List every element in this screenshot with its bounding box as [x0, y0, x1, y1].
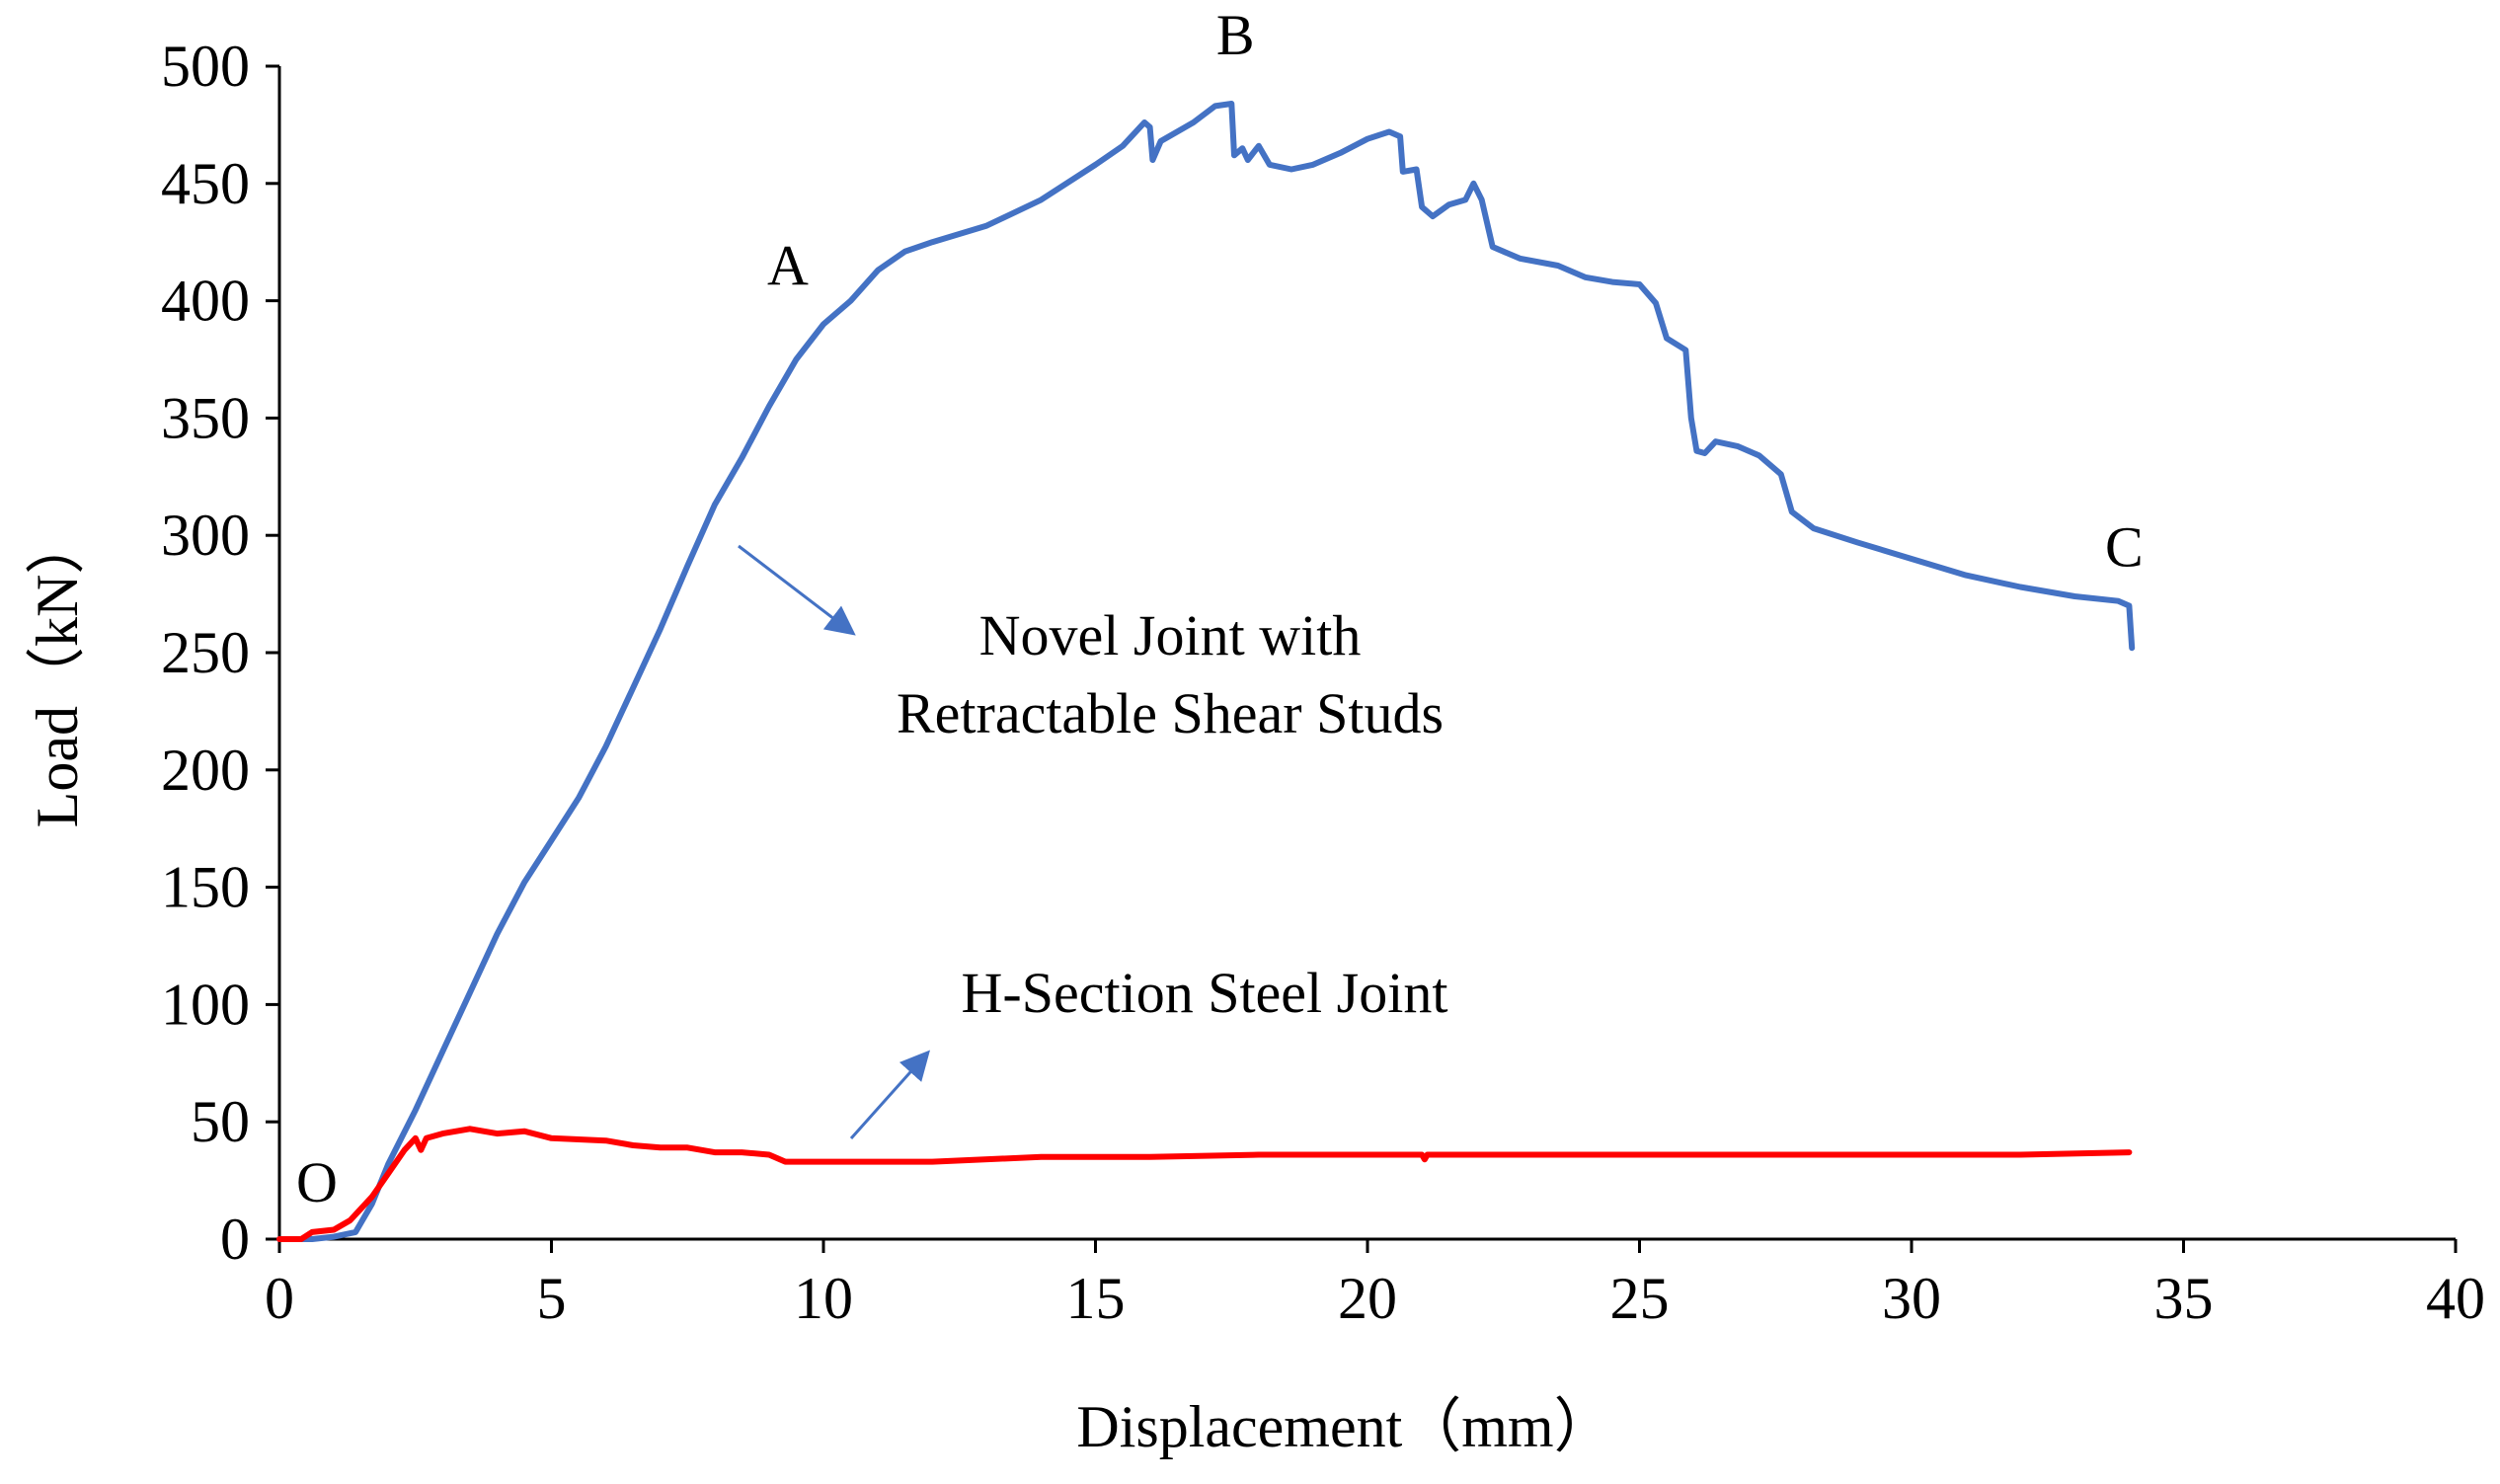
series-layer	[276, 101, 2136, 1242]
x-tick-label: 10	[794, 1266, 853, 1331]
h-section-arrow	[849, 1050, 930, 1139]
point-label-a: A	[767, 233, 809, 297]
y-tick-label: 0	[220, 1207, 250, 1272]
y-tick-label: 200	[161, 738, 250, 803]
y-tick-label: 400	[161, 269, 250, 334]
x-tick-label: 40	[2426, 1266, 2485, 1331]
h-section-annotation: H-Section Steel Joint	[962, 961, 1448, 1025]
h-section-series-line	[276, 1126, 2133, 1242]
novel-joint-annotation-line1: Novel Joint with	[979, 603, 1362, 667]
y-tick-label: 100	[161, 972, 250, 1037]
y-tick-label: 350	[161, 385, 250, 450]
novel-joint-annotation-line2: Retractable Shear Studs	[897, 681, 1444, 745]
x-tick-label: 5	[537, 1266, 567, 1331]
axes	[277, 66, 2456, 1241]
x-tick-label: 0	[265, 1266, 294, 1331]
novel-joint-arrow	[738, 544, 856, 636]
y-axis-title: Load（kN）	[25, 515, 90, 828]
y-tick-label: 150	[161, 855, 250, 920]
y-tick-label: 450	[161, 151, 250, 216]
y-tick-label: 50	[191, 1089, 250, 1154]
annotation-arrows	[738, 544, 930, 1139]
x-tick-label: 35	[2154, 1266, 2214, 1331]
y-tick-label: 300	[161, 503, 250, 568]
point-labels: O A B C	[296, 3, 2144, 1214]
x-tick-label: 30	[1882, 1266, 1941, 1331]
point-label-b: B	[1216, 3, 1255, 67]
point-label-c: C	[2105, 514, 2144, 579]
y-tick-label: 500	[161, 34, 250, 99]
ticks: 0 5 10 15 20 25 30 35 40050100150200250300350400…	[161, 34, 2485, 1331]
novel-joint-series-line	[276, 101, 2136, 1242]
x-tick-label: 25	[1610, 1266, 1670, 1331]
x-tick-label: 20	[1338, 1266, 1397, 1331]
y-tick-label: 250	[161, 620, 250, 685]
point-label-o: O	[296, 1150, 338, 1214]
x-tick-label: 15	[1066, 1266, 1126, 1331]
x-axis-title: Displacement（mm）	[1076, 1394, 1612, 1459]
